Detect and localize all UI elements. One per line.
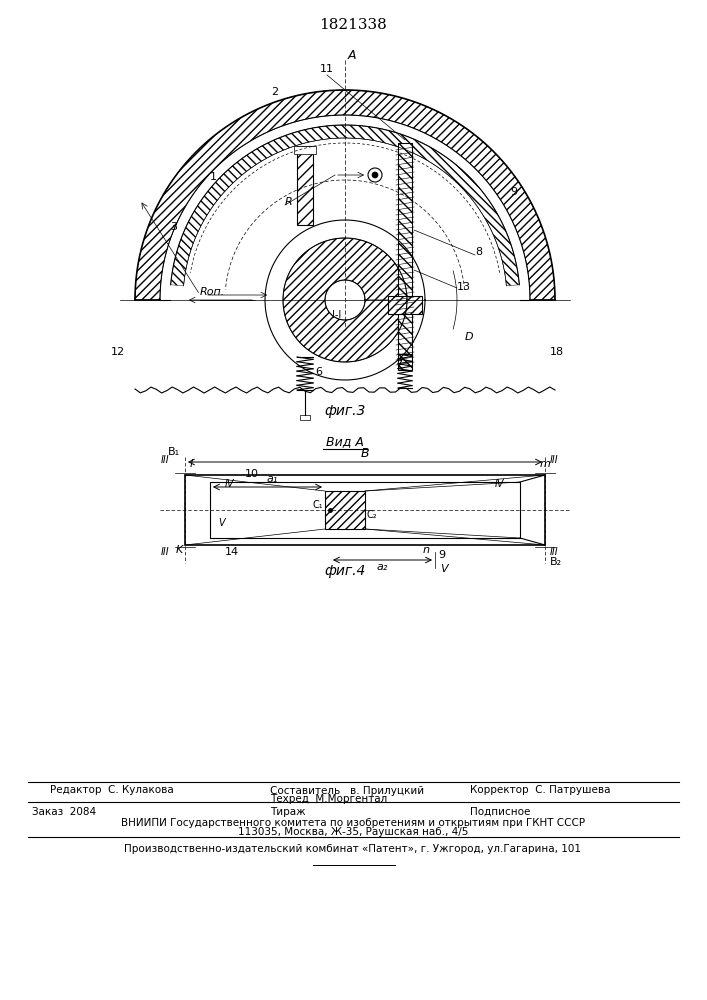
Text: R: R [285,197,293,207]
Polygon shape [283,238,407,362]
Text: IV: IV [225,479,235,489]
Bar [185,475,545,545]
Text: 6: 6 [315,367,322,377]
Text: 1: 1 [210,172,217,182]
Text: Производственно-издательский комбинат «Патент», г. Ужгород, ул.Гагарина, 101: Производственно-издательский комбинат «П… [124,844,581,854]
Text: l: l [190,459,193,469]
Text: III: III [160,547,169,557]
Circle shape [368,168,382,182]
Text: 13: 13 [457,282,471,292]
Text: 3: 3 [170,222,177,232]
Text: Корректор  С. Патрушева: Корректор С. Патрушева [470,785,611,795]
Text: I-I: I-I [332,310,341,320]
Text: 14: 14 [225,547,239,557]
Polygon shape [135,90,555,300]
Text: 9: 9 [510,187,517,197]
Text: ВНИИПИ Государственного комитета по изобретениям и открытиям при ГКНТ СССР: ВНИИПИ Государственного комитета по изоб… [121,818,585,828]
Text: D: D [465,332,474,342]
Text: фиг.4: фиг.4 [325,564,366,578]
Polygon shape [170,125,520,286]
Text: Rоп.: Rоп. [200,287,226,297]
Text: K: K [176,545,183,555]
Bar [210,482,520,538]
Text: B: B [361,447,369,460]
Text: Техред  М.Моргентал: Техред М.Моргентал [270,794,387,804]
Text: Составитель   в. Прилуцкий: Составитель в. Прилуцкий [270,786,424,796]
Text: 2: 2 [271,87,279,97]
Text: 1821338: 1821338 [319,18,387,32]
Text: 11: 11 [320,64,334,74]
Text: Редактор  С. Кулакова: Редактор С. Кулакова [50,785,174,795]
Bar [294,146,316,154]
Text: 113035, Москва, Ж-35, Раушская наб., 4/5: 113035, Москва, Ж-35, Раушская наб., 4/5 [238,827,468,837]
Text: 7: 7 [395,360,402,370]
Text: m: m [540,459,551,469]
Text: a₁: a₁ [267,474,278,484]
Text: III: III [550,455,559,465]
Text: Заказ  2084: Заказ 2084 [32,807,96,817]
Text: фиг.3: фиг.3 [325,404,366,418]
Text: a₂: a₂ [376,562,387,572]
Text: 9: 9 [438,550,445,560]
Text: V: V [218,518,225,528]
Bar [297,146,313,225]
Text: 12: 12 [111,347,125,357]
Text: Подписное: Подписное [470,807,530,817]
Text: B₂: B₂ [550,557,562,567]
Text: IV: IV [495,479,505,489]
Text: B₁: B₁ [168,447,180,457]
Bar [325,491,365,529]
Bar [388,296,422,314]
Text: C₁: C₁ [312,500,323,510]
Bar [398,143,412,370]
Bar [300,415,310,420]
Text: 18: 18 [550,347,564,357]
Text: C₂: C₂ [367,510,378,520]
Text: 10: 10 [245,469,259,479]
Text: 8: 8 [475,247,482,257]
Text: Вид А: Вид А [326,435,364,448]
Text: III: III [550,547,559,557]
Text: A: A [348,49,356,62]
Circle shape [372,172,378,178]
Text: Тираж: Тираж [270,807,305,817]
Text: n: n [423,545,430,555]
Text: V: V [440,564,448,574]
Text: III: III [160,455,169,465]
